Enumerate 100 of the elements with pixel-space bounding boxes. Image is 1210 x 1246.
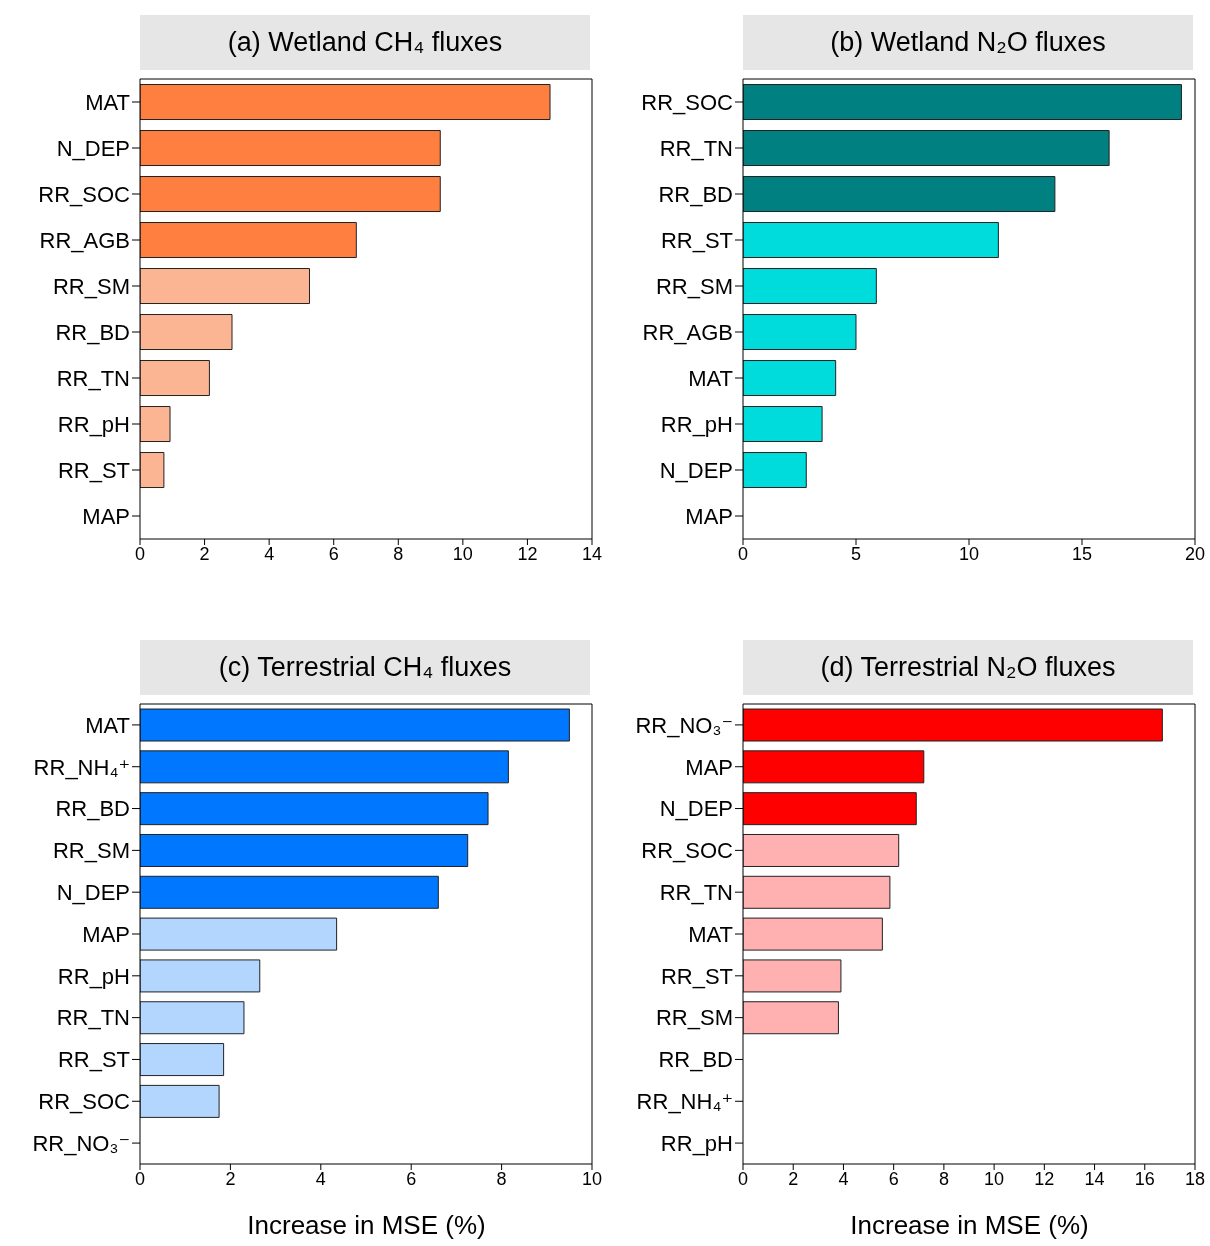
y-tick-label: N_DEP xyxy=(56,879,130,905)
y-tick-label: RR_SOC xyxy=(38,1089,131,1115)
y-tick-label: N_DEP xyxy=(659,457,733,483)
x-tick-label: 18 xyxy=(1184,1168,1206,1189)
bar xyxy=(140,833,469,867)
bar xyxy=(743,314,857,351)
bar xyxy=(743,452,807,489)
x-tick-label: 0 xyxy=(737,1168,749,1189)
x-tick-label: 12 xyxy=(517,543,538,564)
y-tick-label: RR_NH₄⁺ xyxy=(33,754,130,780)
bar xyxy=(743,268,877,305)
bar xyxy=(743,84,1182,121)
x-tick-label: 14 xyxy=(1084,1168,1105,1189)
y-tick-label: RR_pH xyxy=(57,411,130,437)
bar xyxy=(140,750,509,784)
y-tick-label: RR_ST xyxy=(660,963,733,989)
bar xyxy=(140,222,357,259)
bar xyxy=(743,406,823,443)
y-tick-label: RR_ST xyxy=(57,457,130,483)
x-tick-label: 8 xyxy=(938,1168,949,1189)
x-tick-label: 10 xyxy=(958,543,980,564)
x-tick-label: 8 xyxy=(393,543,404,564)
y-tick-label: N_DEP xyxy=(56,135,130,161)
x-tick-label: 16 xyxy=(1134,1168,1155,1189)
y-tick-label: RR_TN xyxy=(659,879,733,905)
y-tick-label: RR_ST xyxy=(57,1047,130,1073)
bar xyxy=(743,875,891,909)
x-tick-label: 5 xyxy=(850,543,862,564)
y-tick-label: RR_BD xyxy=(55,796,130,822)
bar xyxy=(743,176,1056,213)
x-tick-label: 0 xyxy=(134,1168,146,1189)
y-tick-label: N_DEP xyxy=(659,796,733,822)
y-tick-label: RR_TN xyxy=(659,135,733,161)
bar xyxy=(140,1001,245,1035)
x-tick-label: 2 xyxy=(225,1168,236,1189)
y-tick-label: RR_pH xyxy=(57,963,130,989)
bar xyxy=(140,1043,225,1077)
y-tick-label: RR_SM xyxy=(52,838,130,864)
y-tick-label: MAP xyxy=(82,921,130,947)
y-tick-label: RR_NO₃⁻ xyxy=(32,1130,130,1156)
x-tick-label: 8 xyxy=(496,1168,507,1189)
y-tick-label: RR_SM xyxy=(655,273,733,299)
y-tick-label: RR_TN xyxy=(56,365,130,391)
x-tick-label: 0 xyxy=(737,543,749,564)
x-axis-title: Increase in MSE (%) xyxy=(849,1210,1090,1241)
bar xyxy=(140,452,165,489)
x-tick-label: 10 xyxy=(984,1168,1005,1189)
bar xyxy=(140,360,210,397)
y-tick-label: MAT xyxy=(688,365,733,391)
y-tick-label: MAT xyxy=(688,921,733,947)
x-tick-label: 20 xyxy=(1184,543,1206,564)
x-tick-label: 12 xyxy=(1034,1168,1055,1189)
bar xyxy=(140,959,261,993)
chart-title: (b) Wetland N₂O fluxes xyxy=(743,15,1193,70)
bar xyxy=(743,792,917,826)
x-axis-title: Increase in MSE (%) xyxy=(246,1210,487,1241)
bar xyxy=(140,875,439,909)
bar xyxy=(140,84,551,121)
y-tick-label: MAT xyxy=(85,712,130,738)
y-tick-label: RR_SOC xyxy=(38,181,131,207)
x-tick-label: 6 xyxy=(328,543,339,564)
bar xyxy=(743,750,925,784)
bar xyxy=(140,176,441,213)
bar xyxy=(743,360,837,397)
y-tick-label: RR_BD xyxy=(55,319,130,345)
y-tick-label: RR_AGB xyxy=(642,319,733,345)
x-tick-label: 14 xyxy=(581,543,603,564)
bar xyxy=(140,1084,220,1118)
x-tick-label: 0 xyxy=(134,543,146,564)
y-tick-label: RR_pH xyxy=(660,411,733,437)
y-tick-label: RR_SM xyxy=(52,273,130,299)
y-tick-label: RR_AGB xyxy=(39,227,130,253)
y-tick-label: MAP xyxy=(685,503,733,529)
y-tick-label: RR_NH₄⁺ xyxy=(636,1089,733,1115)
bar xyxy=(743,959,842,993)
y-tick-label: RR_SM xyxy=(655,1005,733,1031)
y-tick-label: RR_ST xyxy=(660,227,733,253)
x-tick-label: 4 xyxy=(838,1168,849,1189)
y-tick-label: RR_TN xyxy=(56,1005,130,1031)
bar xyxy=(743,833,900,867)
bar xyxy=(140,917,338,951)
x-tick-label: 10 xyxy=(452,543,473,564)
bar xyxy=(743,1001,839,1035)
y-tick-label: MAP xyxy=(685,754,733,780)
bar xyxy=(140,406,171,443)
chart-title: (d) Terrestrial N₂O fluxes xyxy=(743,640,1193,695)
y-tick-label: MAT xyxy=(85,89,130,115)
bar xyxy=(140,130,441,167)
x-tick-label: 15 xyxy=(1071,543,1093,564)
bar xyxy=(140,268,310,305)
bar xyxy=(743,130,1110,167)
x-tick-label: 2 xyxy=(199,543,210,564)
y-tick-label: RR_BD xyxy=(658,1047,733,1073)
bar xyxy=(743,917,883,951)
x-tick-label: 4 xyxy=(315,1168,326,1189)
y-tick-label: RR_SOC xyxy=(641,838,734,864)
x-tick-label: 4 xyxy=(264,543,275,564)
x-tick-label: 10 xyxy=(581,1168,603,1189)
y-tick-label: RR_BD xyxy=(658,181,733,207)
bar xyxy=(140,314,233,351)
